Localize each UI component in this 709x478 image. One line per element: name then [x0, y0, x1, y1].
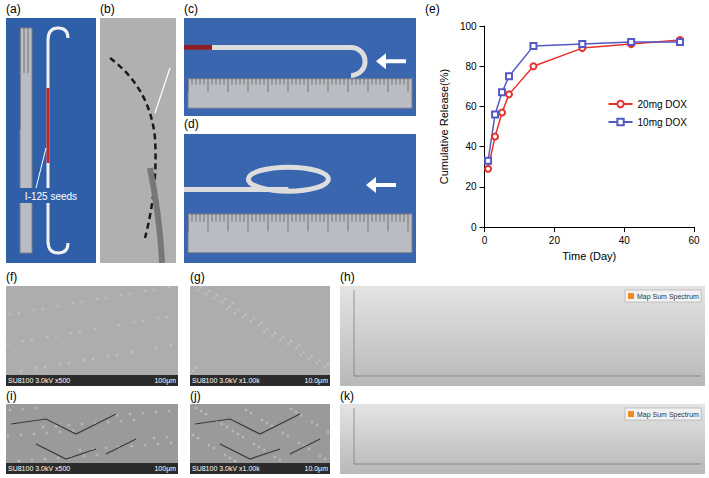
html-text:(c): (c)	[184, 2, 198, 16]
html-text:(e): (e)	[425, 2, 440, 16]
svg-text:Cumulative Release(%): Cumulative Release(%)	[438, 69, 450, 185]
svg-text:10.0μm: 10.0μm	[305, 377, 329, 385]
svg-text:20mg DOX: 20mg DOX	[638, 99, 688, 110]
svg-text:40: 40	[465, 141, 477, 152]
svg-text:100: 100	[460, 21, 477, 32]
html-text:(f): (f)	[6, 270, 18, 284]
svg-text:80: 80	[465, 61, 477, 72]
svg-text:I-125 seeds: I-125 seeds	[25, 191, 77, 202]
html-text:(j): (j)	[190, 389, 201, 403]
svg-text:Map Sum Spectrum: Map Sum Spectrum	[637, 293, 699, 301]
html-text:(a): (a)	[6, 2, 21, 16]
svg-text:60: 60	[688, 235, 700, 246]
html-text:(k): (k)	[340, 389, 354, 403]
svg-text:10mg DOX: 10mg DOX	[638, 117, 688, 128]
svg-text:20: 20	[465, 181, 477, 192]
svg-text:100μm: 100μm	[154, 465, 176, 473]
svg-text:10.0μm: 10.0μm	[305, 465, 329, 473]
svg-text:Map Sum Spectrum: Map Sum Spectrum	[637, 411, 699, 419]
html-text:(i): (i)	[6, 389, 17, 403]
svg-text:40: 40	[619, 235, 631, 246]
html-text:(b): (b)	[100, 2, 115, 16]
svg-text:SU8100 3.0kV x1.00k: SU8100 3.0kV x1.00k	[192, 465, 260, 472]
svg-text:0: 0	[482, 235, 488, 246]
svg-text:SU8100 3.0kV x500: SU8100 3.0kV x500	[8, 465, 70, 472]
html-text:(d): (d)	[184, 117, 199, 131]
svg-text:SU8100 3.0kV x500: SU8100 3.0kV x500	[8, 377, 70, 384]
svg-text:0: 0	[471, 222, 477, 233]
svg-text:SU8100 3.0kV x1.00k: SU8100 3.0kV x1.00k	[192, 377, 260, 384]
html-text:(h): (h)	[340, 270, 355, 284]
svg-text:Time (Day): Time (Day)	[562, 250, 616, 262]
svg-text:100μm: 100μm	[154, 377, 176, 385]
svg-text:60: 60	[465, 101, 477, 112]
html-text:(g): (g)	[190, 270, 205, 284]
svg-text:20: 20	[549, 235, 561, 246]
